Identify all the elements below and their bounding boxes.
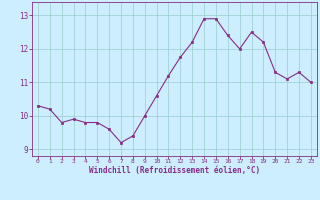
X-axis label: Windchill (Refroidissement éolien,°C): Windchill (Refroidissement éolien,°C) xyxy=(89,166,260,175)
